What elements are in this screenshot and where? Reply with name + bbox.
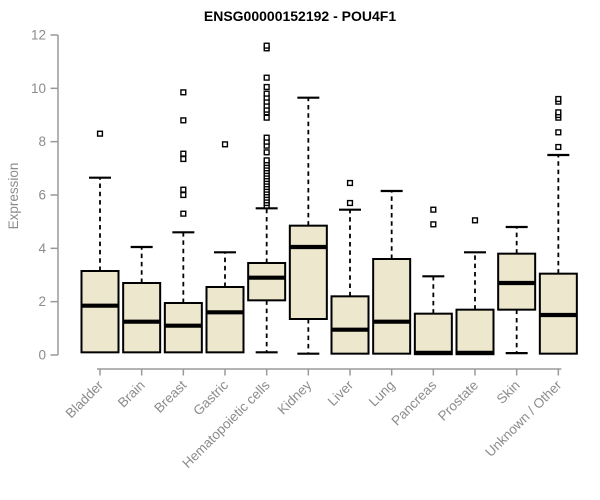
outlier-point [263,42,270,49]
y-tick-label: 12 [31,28,46,43]
outlier-point [263,74,270,81]
outlier-point [471,217,479,224]
outlier-point [180,191,187,199]
x-category-label: Gastric [190,377,231,418]
box [372,258,412,355]
outlier-point [555,95,562,103]
x-category-label: Liver [325,377,357,409]
box-group-bladder [80,130,120,354]
x-category-label: Bladder [63,377,107,421]
box [455,308,495,356]
outlier-point [263,83,270,91]
box [205,286,245,354]
x-category-label: Brain [115,378,148,411]
outlier-point [180,89,187,96]
x-category-label: Breast [151,377,189,415]
x-category-label: Lung [366,378,398,410]
outlier-point [180,186,187,193]
box [247,262,287,302]
outlier-point [430,206,437,213]
outlier-point [555,129,562,136]
outlier-point [263,90,270,97]
box-group-prostate [455,217,495,356]
outlier-point [555,143,562,151]
outlier-point [346,179,354,187]
outlier-point [263,134,270,141]
x-category-label: Pancreas [389,377,440,428]
y-tick-label: 2 [38,294,46,309]
box-group-breast [163,89,203,354]
outlier-point [180,210,187,217]
box-group-pancreas [413,206,453,356]
y-tick-label: 6 [38,188,46,203]
box [288,224,328,321]
box [122,282,162,354]
box-group-unknown-other [538,95,578,355]
outlier-point [555,109,562,116]
y-tick-label: 4 [38,241,46,256]
box-group-kidney [288,96,328,355]
outlier-point [263,149,270,156]
outlier-point [180,155,187,163]
box [330,295,370,355]
outlier-point [180,117,187,124]
x-category-label: Kidney [275,377,315,417]
outlier-point [221,141,229,148]
y-tick-label: 8 [38,134,46,149]
y-tick-label: 10 [31,81,46,96]
outlier-point [346,199,354,207]
outlier-point [430,221,437,228]
box-group-gastric [205,141,245,354]
outlier-point [96,130,104,137]
outlier-point [263,114,270,121]
chart-title: ENSG00000152192 - POU4F1 [203,8,397,24]
box-group-lung [372,189,412,355]
box [80,270,120,354]
box-group-hematopoietic-cells [247,42,287,354]
box-group-skin [497,225,537,355]
outlier-point [180,150,187,157]
x-category-label: Skin [494,378,523,407]
box-group-liver [330,179,370,355]
y-tick-label: 0 [38,348,46,363]
box-group-brain [122,245,162,354]
x-category-label: Prostate [435,378,481,424]
box [413,312,453,356]
outlier-point [263,157,270,164]
x-category-label: Unknown / Other [482,377,565,460]
